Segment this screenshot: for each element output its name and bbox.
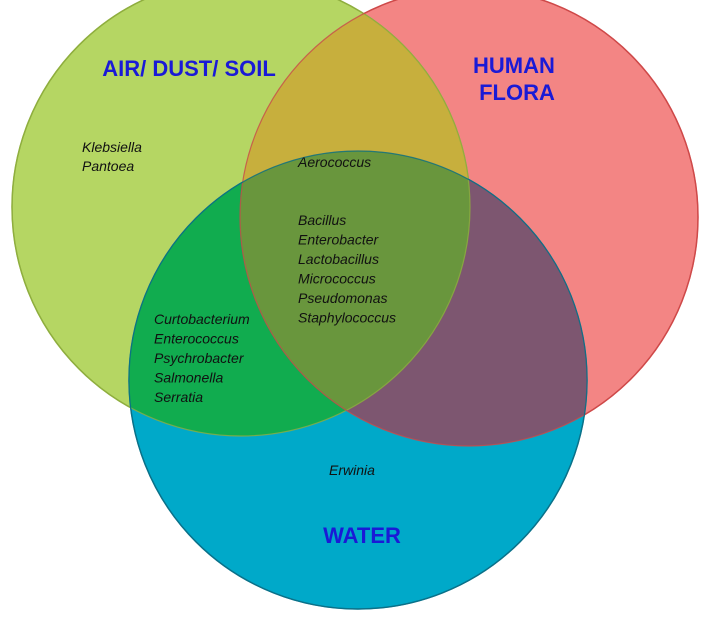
organism-label: Aerococcus [297,154,371,170]
set-title-line: FLORA [479,80,555,105]
region-air-water: Curtobacterium Enterococcus Psychrobacte… [154,311,254,405]
outline-air [11,0,471,437]
outline-human [239,0,699,447]
set-title-line: HUMAN [473,53,555,78]
organism-label: Klebsiella [82,139,142,155]
region-all-three: Bacillus Enterobacter Lactobacillus Micr… [298,212,396,326]
organism-label: Erwinia [329,462,375,478]
organism-label: Curtobacterium [154,311,250,327]
overlap-all-three [240,151,470,436]
organism-label: Bacillus [298,212,346,228]
organism-label: Psychrobacter [154,350,245,366]
organism-label: Serratia [154,389,203,405]
region-air-only: Klebsiella Pantoea [82,139,146,174]
organism-label: Staphylococcus [298,310,396,326]
organism-label: Pseudomonas [298,290,388,306]
region-water-only: Erwinia [329,462,375,478]
outline-water [128,150,588,610]
organism-label: Enterobacter [298,232,379,248]
organism-label: Pantoea [82,158,134,174]
region-air-human: Aerococcus [297,154,371,170]
organism-label: Salmonella [154,370,223,386]
organism-label: Lactobacillus [298,251,379,267]
organism-label: Enterococcus [154,331,239,347]
set-title-human-flora: HUMAN FLORA [473,53,561,105]
set-title-water: WATER [323,523,401,548]
set-title-air-dust-soil: AIR/ DUST/ SOIL [102,56,276,81]
organism-label: Micrococcus [298,271,376,287]
set-title-line: AIR/ DUST/ SOIL [102,56,276,81]
set-title-line: WATER [323,523,401,548]
